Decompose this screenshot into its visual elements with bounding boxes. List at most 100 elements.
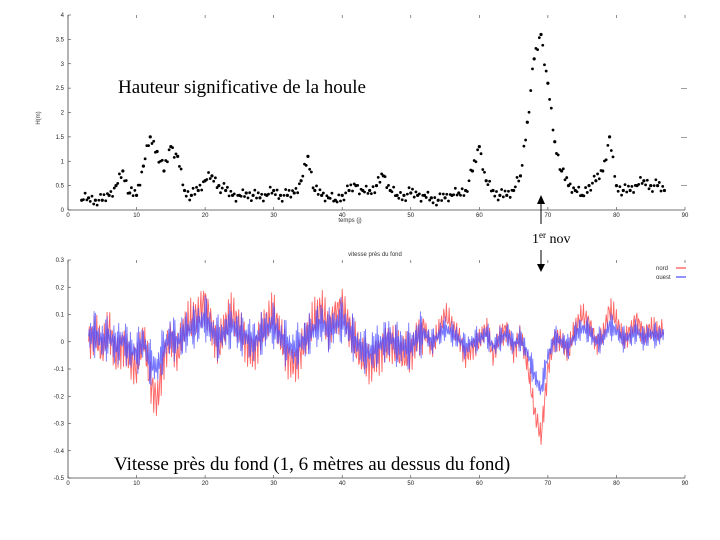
top-data-point: [128, 191, 132, 195]
top-data-point-interp: [383, 175, 387, 179]
top-data-point-interp: [160, 158, 164, 162]
top-data-point-interp: [246, 196, 250, 200]
top-data-point-interp: [647, 187, 651, 191]
top-data-point-interp: [200, 188, 204, 192]
top-y-tick-label: 3: [61, 62, 65, 68]
top-data-point: [628, 188, 632, 193]
top-data-point-interp: [198, 183, 202, 187]
top-data-point-interp: [447, 199, 450, 203]
top-data-point-interp: [496, 198, 500, 202]
top-data-point: [306, 154, 310, 158]
top-data-point-interp: [582, 194, 586, 198]
bottom-y-tick-label: 0: [61, 340, 65, 346]
top-data-point-interp: [330, 191, 334, 195]
top-right-ticks: — — —: [681, 86, 687, 190]
top-data-point-interp: [438, 192, 442, 196]
top-data-point-interp: [486, 183, 490, 187]
top-data-point-interp: [284, 188, 288, 191]
top-data-point-interp: [495, 190, 498, 193]
top-data-point-interp: [213, 176, 217, 180]
top-data-point-interp: [212, 179, 216, 183]
top-data-point-interp: [517, 179, 521, 183]
top-data-point: [409, 191, 413, 195]
top-data-point-interp: [644, 183, 647, 187]
top-data-point-interp: [147, 144, 150, 148]
top-data-point-interp: [604, 158, 608, 162]
top-data-point: [512, 188, 516, 193]
top-data-point-interp: [83, 191, 87, 195]
top-data-point-interp: [280, 199, 284, 203]
top-right-tick: —: [681, 86, 687, 92]
top-data-point: [299, 179, 303, 183]
top-data-point: [587, 184, 591, 188]
top-data-point-interp: [503, 189, 507, 193]
top-data-point-interp: [178, 164, 181, 168]
bottom-x-tick-label: 40: [339, 481, 346, 487]
top-data-point-interp: [207, 171, 210, 174]
top-data-point-interp: [385, 186, 389, 189]
top-data-point-interp: [445, 192, 449, 196]
top-data-point: [662, 188, 667, 193]
top-x-tick-label: 30: [270, 213, 277, 219]
bottom-y-tick-label: 0.3: [56, 258, 65, 264]
top-data-point-interp: [591, 181, 594, 185]
arrow-label: 1er nov: [532, 230, 571, 247]
top-data-point-interp: [208, 177, 212, 180]
top-data-point-interp: [241, 188, 245, 192]
top-data-point: [121, 169, 125, 173]
top-data-point: [100, 198, 104, 202]
bottom-y-tick-label: -0.2: [54, 394, 65, 400]
top-data-point-interp: [316, 193, 320, 196]
bottom-x-tick-label: 80: [613, 481, 620, 487]
top-data-point-interp: [441, 192, 445, 196]
top-x-tick-label: 40: [339, 213, 346, 219]
top-y-axis-label: H(m): [36, 111, 42, 124]
top-data-point: [244, 191, 248, 195]
top-data-point: [162, 169, 166, 173]
top-data-point-interp: [234, 199, 238, 203]
top-data-point-interp: [575, 190, 579, 194]
top-data-point-interp: [275, 188, 279, 192]
top-data-point-interp: [435, 203, 438, 207]
top-wave-height-chart: 0 10 20 30 40 50 60 70 80 90 00.511.522.533.54 ——…: [36, 13, 689, 224]
top-data-point-interp: [297, 182, 301, 186]
top-data-point-interp: [253, 188, 257, 192]
bottom-x-tick-label: 60: [476, 481, 483, 487]
top-data-point-interp: [342, 198, 346, 202]
top-data-point-interp: [640, 182, 644, 185]
top-data-point: [251, 193, 255, 197]
top-data-point-interp: [344, 191, 348, 195]
top-data-point-interp: [405, 192, 409, 196]
november-first-annotation: 1er nov: [532, 195, 571, 272]
top-data-point: [217, 184, 221, 188]
top-data-point-interp: [219, 191, 222, 195]
top-data-point-interp: [500, 188, 504, 191]
bottom-velocity-chart: 0 10 20 30 40 50 60 70 80 90 -0.5 -0.4 -0.3 -0.2 -0.1…: [54, 252, 689, 487]
top-data-point-interp: [476, 148, 480, 152]
bottom-y-tick-label: -0.3: [54, 422, 65, 428]
bottom-x-tick-label: 30: [270, 481, 277, 487]
top-data-point-interp: [315, 184, 318, 188]
top-data-point-interp: [544, 69, 548, 73]
top-data-point: [272, 188, 276, 193]
legend-label-nord: nord: [656, 266, 668, 272]
top-x-tick-label: 20: [202, 213, 209, 219]
top-data-point-interp: [606, 144, 610, 147]
top-right-tick: —: [681, 135, 687, 141]
top-data-point-interp: [229, 189, 233, 193]
top-data-point: [642, 179, 646, 183]
bottom-y-tick-label: -0.5: [54, 476, 65, 482]
top-data-point-interp: [323, 199, 327, 203]
top-data-point: [176, 154, 180, 158]
top-data-point-interp: [220, 186, 224, 190]
top-data-point: [114, 184, 118, 188]
top-data-point: [148, 135, 152, 139]
top-data-point-interp: [222, 182, 226, 185]
top-data-point: [491, 188, 495, 193]
top-y-tick-label: 1: [61, 159, 65, 165]
top-data-point-interp: [356, 183, 360, 187]
bottom-x-tick-label: 50: [407, 481, 414, 487]
top-data-point: [457, 191, 461, 195]
top-data-point: [285, 193, 289, 197]
top-data-point-interp: [563, 178, 567, 182]
